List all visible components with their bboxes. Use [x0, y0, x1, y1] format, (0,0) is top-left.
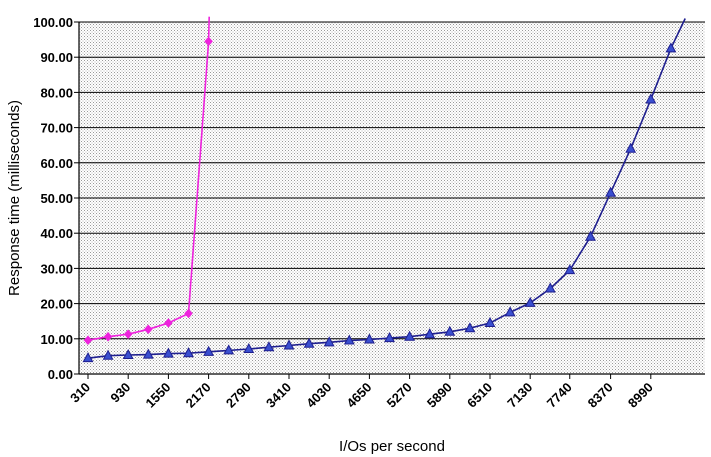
- y-tick-label: 90.00: [40, 50, 73, 65]
- x-tick-label: 2790: [223, 380, 254, 411]
- y-tick-labels: 0.00 10.00 20.00 30.00 40.00 50.00 60.00 70.00 8…: [33, 15, 73, 382]
- y-axis-title: Response time (milliseconds): [6, 100, 23, 296]
- x-tick-label: 7130: [504, 380, 535, 411]
- data-point: [223, 344, 235, 355]
- data-point: [183, 347, 194, 358]
- x-axis-title: I/Os per second: [339, 438, 445, 455]
- x-tick-label: 4030: [303, 380, 334, 411]
- y-tick-label: 0.00: [48, 367, 73, 382]
- axes: [78, 22, 705, 379]
- data-point: [164, 318, 173, 328]
- data-point: [564, 264, 576, 275]
- data-point: [504, 306, 516, 317]
- data-point: [123, 329, 133, 340]
- data-point: [444, 325, 456, 336]
- x-tick-label: 310: [67, 380, 93, 406]
- y-tick-label: 70.00: [40, 121, 73, 136]
- data-point: [143, 324, 153, 335]
- y-tick-label: 80.00: [40, 85, 73, 100]
- y-tick-label: 60.00: [40, 156, 73, 171]
- data-point: [404, 330, 416, 341]
- data-point: [424, 328, 436, 339]
- data-point: [343, 334, 355, 345]
- data-point: [82, 352, 94, 363]
- data-point: [605, 186, 617, 197]
- data-point: [102, 349, 114, 360]
- x-tick-label: 3410: [263, 380, 294, 411]
- data-point: [645, 93, 657, 104]
- data-point: [303, 337, 315, 348]
- y-tick-label: 50.00: [40, 191, 73, 206]
- data-point: [544, 282, 556, 293]
- series-2: [82, 18, 686, 363]
- data-point: [103, 331, 113, 342]
- x-tick-label: 8370: [585, 380, 616, 411]
- data-point: [184, 308, 193, 319]
- x-tick-label: 4650: [343, 380, 374, 411]
- data-point: [162, 347, 174, 358]
- data-point: [83, 335, 93, 346]
- y-tick-label: 40.00: [40, 226, 73, 241]
- data-point: [122, 348, 134, 359]
- y-tick-label: 30.00: [40, 261, 73, 276]
- x-tick-labels: 310 930 1550 2170 2790 3410 4030 4650 5270 5890 65…: [67, 380, 656, 411]
- data-point: [524, 296, 536, 307]
- data-point: [464, 322, 476, 333]
- data-point: [363, 333, 375, 344]
- x-tick-label: 7740: [544, 380, 575, 411]
- data-point: [665, 42, 677, 53]
- data-point: [323, 336, 335, 347]
- x-tick-label: 5890: [424, 380, 455, 411]
- data-point: [203, 345, 215, 356]
- data-point: [142, 348, 154, 359]
- y-tick-label: 20.00: [40, 297, 73, 312]
- data-point: [243, 342, 255, 354]
- x-tick-label: 1550: [142, 380, 173, 411]
- data-point: [384, 332, 395, 343]
- data-point: [283, 339, 295, 350]
- x-tick-label: 930: [107, 380, 133, 406]
- series-1: [83, 16, 213, 346]
- data-point: [585, 230, 596, 241]
- y-tick-label: 100.00: [33, 15, 73, 30]
- x-tick-label: 2170: [183, 380, 214, 411]
- x-tick-label: 6510: [464, 380, 495, 411]
- series-layer: [82, 16, 686, 363]
- y-tick-label: 10.00: [40, 332, 73, 347]
- data-point: [484, 316, 496, 327]
- data-point: [204, 36, 213, 47]
- x-tick-label: 8990: [625, 380, 656, 411]
- data-point: [625, 142, 637, 153]
- x-tick-label: 5270: [384, 380, 415, 411]
- data-point: [263, 341, 275, 352]
